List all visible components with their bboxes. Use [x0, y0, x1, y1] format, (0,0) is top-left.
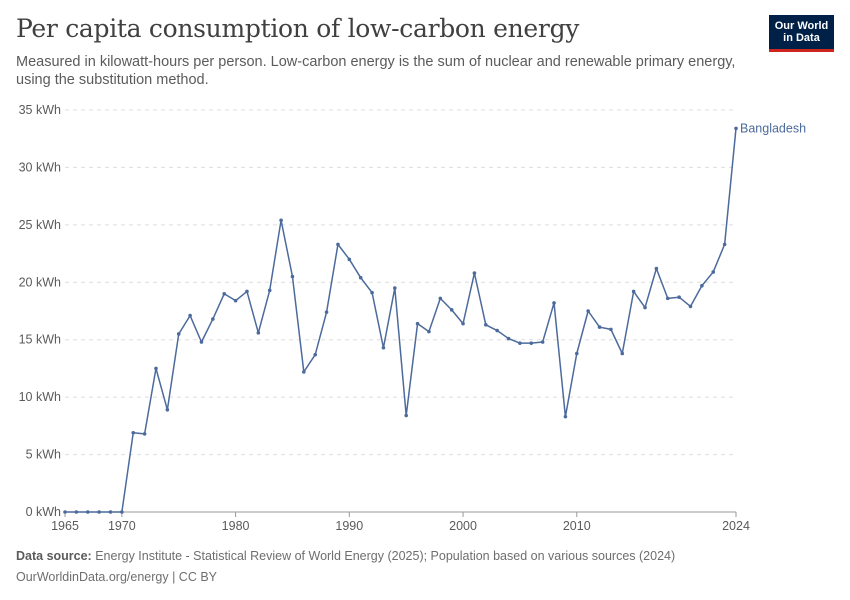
- data-point[interactable]: [154, 366, 158, 371]
- y-axis-ticks: 0 kWh 5 kWh 10 kWh 15 kWh 20 kWh 25 kWh 30 kWh…: [19, 103, 61, 519]
- data-point[interactable]: [233, 298, 238, 303]
- series-label[interactable]: Bangladesh: [740, 121, 806, 135]
- data-point[interactable]: [358, 275, 363, 280]
- data-point[interactable]: [563, 414, 568, 419]
- x-axis-ticks: 1965 1970 1980 1990 2000 2010 2024: [51, 512, 750, 533]
- y-tick-label: 5 kWh: [26, 448, 61, 462]
- data-point[interactable]: [97, 510, 101, 514]
- data-point[interactable]: [677, 295, 681, 300]
- data-point[interactable]: [381, 345, 386, 350]
- y-tick-label: 20 kWh: [19, 275, 61, 289]
- series-line[interactable]: [65, 128, 737, 513]
- data-point[interactable]: [415, 321, 420, 326]
- x-tick-label: 2010: [563, 519, 591, 533]
- data-point[interactable]: [722, 242, 727, 247]
- y-tick-label: 35 kWh: [19, 103, 61, 117]
- x-tick-label: 1970: [108, 519, 136, 533]
- data-point[interactable]: [529, 341, 534, 345]
- data-point[interactable]: [472, 271, 477, 275]
- data-point[interactable]: [404, 413, 408, 418]
- data-point[interactable]: [438, 296, 443, 301]
- data-point[interactable]: [597, 325, 602, 329]
- chart-title: Per capita consumption of low-carbon ene…: [16, 14, 580, 43]
- data-point[interactable]: [688, 304, 693, 309]
- data-point[interactable]: [518, 341, 522, 345]
- footer-source: Data source: Energy Institute - Statisti…: [16, 549, 675, 563]
- data-point[interactable]: [302, 370, 306, 374]
- logo-line-1: Our World: [774, 20, 829, 32]
- data-point[interactable]: [609, 327, 613, 332]
- data-point[interactable]: [483, 322, 488, 327]
- x-tick-label: 1990: [335, 519, 363, 533]
- data-point[interactable]: [336, 242, 340, 247]
- data-point[interactable]: [370, 290, 374, 295]
- data-point[interactable]: [654, 266, 659, 271]
- data-point[interactable]: [700, 283, 704, 288]
- data-point[interactable]: [711, 270, 716, 274]
- data-point[interactable]: [495, 328, 499, 333]
- data-point[interactable]: [324, 310, 329, 314]
- chart-subtitle: Measured in kilowatt-hours per person. L…: [16, 54, 736, 88]
- data-point[interactable]: [142, 432, 147, 436]
- data-point[interactable]: [393, 286, 397, 290]
- x-tick-label: 1965: [51, 519, 79, 533]
- data-point[interactable]: [256, 331, 261, 335]
- data-point[interactable]: [347, 257, 352, 262]
- data-point[interactable]: [63, 510, 67, 514]
- data-point[interactable]: [620, 351, 625, 356]
- y-tick-label: 10 kWh: [19, 390, 61, 404]
- data-point[interactable]: [290, 274, 295, 279]
- data-point[interactable]: [176, 332, 181, 336]
- data-point[interactable]: [643, 305, 647, 310]
- data-point[interactable]: [574, 351, 579, 356]
- y-tick-label: 15 kWh: [19, 333, 61, 347]
- data-point[interactable]: [552, 301, 556, 305]
- data-point[interactable]: [188, 313, 192, 318]
- y-tick-label: 25 kWh: [19, 218, 61, 232]
- data-point[interactable]: [211, 317, 215, 321]
- x-tick-label: 2024: [722, 519, 750, 533]
- data-point[interactable]: [267, 288, 272, 293]
- data-point[interactable]: [313, 352, 318, 357]
- series-layer: Bangladesh: [63, 121, 806, 514]
- source-label: Data source:: [16, 549, 92, 563]
- owid-logo[interactable]: Our World in Data: [769, 15, 834, 52]
- y-tick-label: 0 kWh: [26, 505, 61, 519]
- logo-line-2: in Data: [783, 32, 820, 44]
- data-point[interactable]: [108, 510, 113, 514]
- data-point[interactable]: [734, 126, 738, 131]
- source-text[interactable]: Energy Institute - Statistical Review of…: [95, 549, 676, 563]
- data-point[interactable]: [222, 291, 227, 296]
- data-point[interactable]: [131, 430, 136, 435]
- data-point[interactable]: [631, 289, 636, 294]
- data-point[interactable]: [461, 321, 465, 326]
- x-tick-label: 1980: [222, 519, 250, 533]
- data-point[interactable]: [449, 308, 454, 312]
- data-point[interactable]: [506, 336, 511, 341]
- data-point[interactable]: [120, 510, 124, 514]
- footer-credit[interactable]: OurWorldinData.org/energy | CC BY: [16, 570, 218, 584]
- data-point[interactable]: [586, 309, 590, 313]
- y-tick-label: 30 kWh: [19, 160, 61, 174]
- data-point[interactable]: [165, 407, 170, 412]
- data-point[interactable]: [279, 218, 283, 223]
- x-tick-label: 2000: [449, 519, 477, 533]
- data-point[interactable]: [427, 329, 431, 334]
- data-point[interactable]: [199, 340, 204, 344]
- data-point[interactable]: [245, 289, 249, 294]
- data-point[interactable]: [85, 510, 90, 514]
- data-point[interactable]: [74, 510, 79, 514]
- data-point[interactable]: [665, 296, 670, 301]
- data-point[interactable]: [540, 340, 545, 344]
